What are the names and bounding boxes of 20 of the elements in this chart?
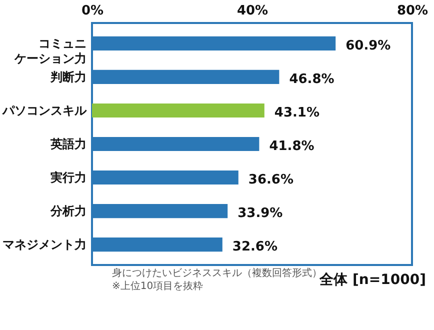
y-tick-label: パソコンスキル <box>2 103 88 118</box>
data-label: 60.9% <box>346 38 391 54</box>
x-tick-label: 0% <box>81 4 104 18</box>
text: ※上位10項目を抜粋 <box>112 281 204 292</box>
data-label: 33.9% <box>238 206 283 222</box>
data-label: 36.6% <box>248 172 294 188</box>
y-tick-label: マネジメント力 <box>2 238 86 252</box>
y-tick-label: 判断力 <box>50 70 86 84</box>
data-label: 32.6% <box>232 240 278 255</box>
x-tick-label: 40% <box>236 4 268 18</box>
data-label: 46.8% <box>289 72 334 87</box>
data-label: 43.1% <box>274 105 320 120</box>
text: 全体 [n=1000] <box>320 271 426 289</box>
bar <box>92 103 264 118</box>
y-tick-label: 分析力 <box>50 204 86 218</box>
data-label: 41.8% <box>269 139 314 154</box>
y-tick-label: コミュニケーション力 <box>14 36 86 66</box>
y-tick-label: 実行力 <box>50 170 86 185</box>
x-tick-label: 80% <box>396 4 428 18</box>
y-tick-label: 英語力 <box>50 137 86 151</box>
